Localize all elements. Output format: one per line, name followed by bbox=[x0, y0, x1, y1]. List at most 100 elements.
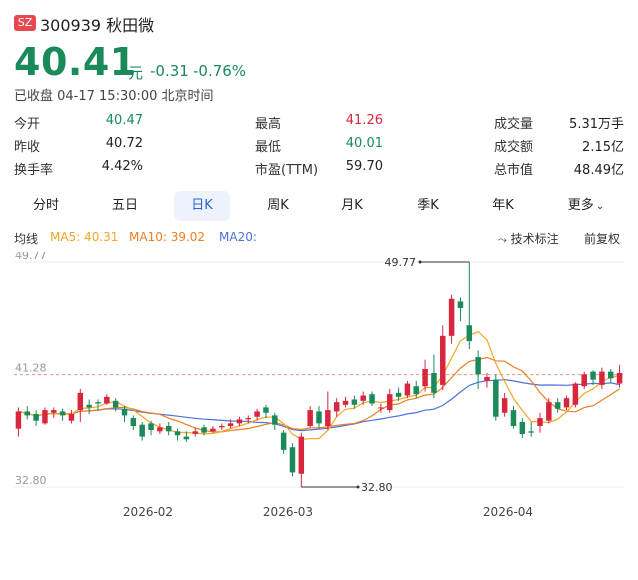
y-tick-label: 32.80 bbox=[15, 474, 47, 487]
candle-body bbox=[307, 410, 313, 427]
candle-body bbox=[581, 374, 587, 387]
candle-body bbox=[236, 419, 243, 424]
adjust-mode-selector[interactable]: 前复权 bbox=[584, 232, 621, 246]
candle-body bbox=[219, 426, 225, 428]
candle-body bbox=[395, 392, 402, 397]
min-leader-dot bbox=[356, 485, 360, 489]
candle-body bbox=[272, 415, 278, 425]
ma20-legend: MA20: bbox=[219, 230, 257, 244]
ma5-legend: MA5: 40.31 bbox=[50, 230, 119, 244]
volume-value: 5.31万手 bbox=[569, 117, 624, 132]
prev-close-label: 昨收 bbox=[14, 140, 41, 155]
tab-five-day[interactable]: 五日 bbox=[111, 198, 138, 213]
tab-quarterly-k[interactable]: 季K bbox=[417, 198, 439, 213]
open-label: 今开 bbox=[14, 117, 41, 132]
x-tick-label: 2026-03 bbox=[263, 505, 313, 519]
ma-legend-title: 均线 bbox=[14, 232, 39, 246]
price-change: -0.31 bbox=[150, 62, 189, 80]
candle-body bbox=[325, 410, 331, 427]
candle-body bbox=[484, 376, 490, 381]
candle-body bbox=[616, 372, 623, 384]
candle-body bbox=[139, 424, 145, 437]
tab-more-label: 更多 bbox=[567, 198, 594, 213]
candle-body bbox=[95, 402, 101, 404]
turnover-value: 4.42% bbox=[101, 159, 143, 174]
candle-body bbox=[351, 399, 358, 405]
candle-body bbox=[183, 436, 190, 440]
min-annotation-label: 32.80 bbox=[361, 481, 393, 494]
exchange-badge: SZ bbox=[14, 15, 36, 31]
candle-body bbox=[519, 422, 526, 434]
tab-daily-k[interactable]: 日K bbox=[174, 191, 230, 221]
candle-body bbox=[466, 325, 473, 342]
current-price: 40.41 bbox=[14, 40, 137, 84]
candle-body bbox=[192, 431, 198, 434]
amount-label: 成交额 bbox=[494, 140, 534, 155]
tab-more[interactable]: 更多 ⌄ bbox=[558, 191, 614, 221]
candle-body bbox=[33, 414, 39, 421]
candle-body bbox=[289, 447, 296, 473]
candle-body bbox=[263, 407, 269, 413]
tab-monthly-k[interactable]: 月K bbox=[341, 198, 363, 213]
candle-body bbox=[413, 386, 419, 395]
pe-label: 市盈(TTM) bbox=[255, 163, 319, 178]
ma20-line bbox=[18, 379, 620, 432]
sparkline-icon: ⤳ bbox=[498, 233, 507, 246]
x-tick-label: 2026-04 bbox=[483, 505, 533, 519]
candle-body bbox=[174, 431, 181, 436]
max-annotation-label: 49.77 bbox=[385, 256, 417, 269]
candle-body bbox=[342, 400, 349, 405]
ma5-line bbox=[18, 330, 620, 440]
tab-weekly-k[interactable]: 周K bbox=[267, 198, 289, 213]
volume-label: 成交量 bbox=[494, 117, 534, 132]
candle-body bbox=[130, 418, 137, 427]
candle-body bbox=[112, 400, 119, 408]
candle-body bbox=[386, 394, 393, 411]
candle-body bbox=[201, 427, 207, 433]
tab-yearly-k[interactable]: 年K bbox=[492, 198, 514, 213]
candle-body bbox=[59, 411, 66, 416]
stock-code-name: 300939 秋田微 bbox=[40, 16, 155, 35]
amount-value: 2.15亿 bbox=[582, 140, 624, 155]
candle-body bbox=[440, 335, 446, 385]
pe-value: 59.70 bbox=[345, 159, 383, 174]
candle-body bbox=[599, 371, 605, 385]
low-label: 最低 bbox=[255, 140, 282, 155]
candle-body bbox=[457, 301, 464, 309]
open-value: 40.47 bbox=[105, 113, 143, 128]
candle-body bbox=[448, 298, 455, 336]
candle-body bbox=[404, 383, 411, 396]
candle-body bbox=[42, 410, 48, 424]
tab-intraday[interactable]: 分时 bbox=[32, 198, 59, 213]
price-unit: 元 bbox=[128, 64, 144, 82]
y-tick-label: 49.77 bbox=[15, 252, 47, 262]
candle-body bbox=[227, 423, 234, 427]
candle-body bbox=[245, 418, 252, 420]
candle-body bbox=[51, 410, 57, 413]
candle-body bbox=[165, 426, 172, 432]
candle-body bbox=[510, 410, 517, 427]
candle-body bbox=[148, 423, 154, 430]
candle-body bbox=[333, 402, 340, 412]
x-axis-ticks: 2026-02 2026-03 2026-04 bbox=[123, 505, 533, 519]
candle-body bbox=[280, 432, 287, 450]
chevron-down-icon: ⌄ bbox=[595, 201, 605, 212]
y-tick-label: 41.28 bbox=[15, 362, 47, 375]
candle-body bbox=[572, 383, 579, 405]
price-change-pct: -0.76% bbox=[193, 62, 247, 80]
candle-body bbox=[554, 402, 561, 409]
candle-body bbox=[537, 418, 543, 427]
low-value: 40.01 bbox=[345, 136, 383, 151]
tech-annotation-toggle[interactable]: ⤳ 技术标注 bbox=[498, 230, 559, 247]
candle-body bbox=[15, 411, 22, 429]
candle-body bbox=[210, 428, 216, 432]
max-leader-dot bbox=[418, 260, 422, 264]
candle-body bbox=[590, 371, 596, 380]
ma10-legend: MA10: 39.02 bbox=[129, 230, 206, 244]
candle-body bbox=[563, 398, 570, 408]
candle-body bbox=[24, 411, 31, 416]
candle-body bbox=[475, 357, 481, 375]
candle-body bbox=[121, 408, 128, 416]
candle-body bbox=[86, 404, 92, 408]
